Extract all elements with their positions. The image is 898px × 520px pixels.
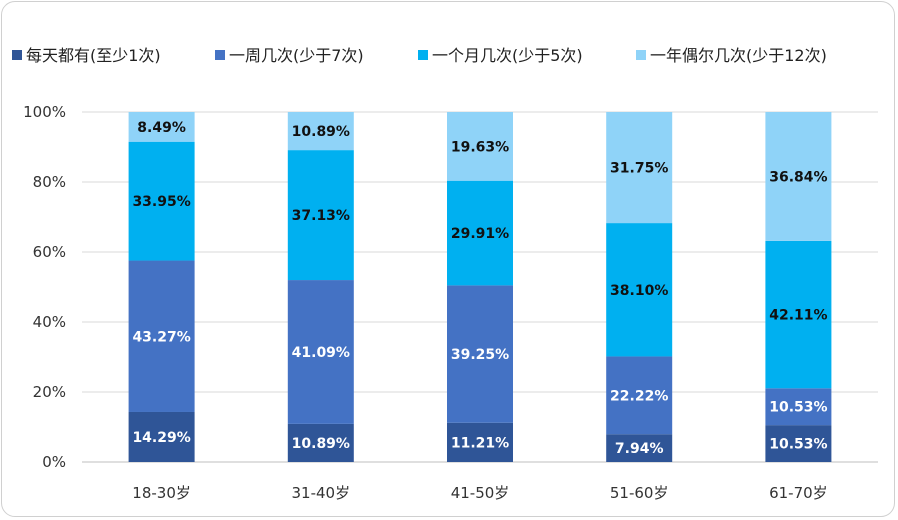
bar-segment — [765, 425, 832, 462]
legend-swatch — [12, 50, 22, 60]
data-label: 8.49% — [137, 120, 186, 136]
legend-label: 一年偶尔几次(少于12次) — [650, 46, 827, 65]
bar-segment — [447, 180, 513, 286]
data-label: 14.29% — [132, 430, 190, 446]
legend-label: 一个月几次(少于5次) — [432, 46, 583, 65]
bar-segment — [287, 112, 354, 151]
data-label: 10.53% — [769, 437, 827, 453]
bar-segment — [128, 411, 195, 462]
data-label: 11.21% — [451, 435, 509, 451]
legend-label: 一周几次(少于7次) — [229, 46, 364, 65]
x-tick-label: 41-50岁 — [451, 484, 510, 502]
bar-segment — [128, 112, 195, 142]
data-label: 42.11% — [769, 308, 827, 324]
bar-segment — [606, 434, 673, 462]
y-tick-label: 100% — [23, 103, 66, 121]
bar-segment — [287, 280, 354, 424]
legend-label: 每天都有(至少1次) — [26, 46, 161, 65]
bar-segment — [765, 388, 832, 426]
data-label: 39.25% — [451, 347, 509, 363]
data-label: 7.94% — [615, 441, 664, 457]
y-tick-label: 0% — [42, 453, 66, 471]
bar-segment — [287, 423, 354, 462]
data-label: 29.91% — [451, 226, 509, 242]
data-label: 36.84% — [769, 169, 827, 185]
x-tick-label: 61-70岁 — [769, 484, 828, 502]
bar-segment — [447, 422, 513, 462]
x-tick-label: 31-40岁 — [292, 484, 351, 502]
bar-segment — [447, 285, 513, 423]
data-label: 10.53% — [769, 400, 827, 416]
legend-swatch — [636, 50, 646, 60]
legend: 每天都有(至少1次) 一周几次(少于7次) 一个月几次(少于5次) 一年偶尔几次(少于… — [12, 46, 827, 65]
data-label: 22.22% — [610, 388, 668, 404]
bar-segment — [606, 112, 673, 224]
bar-segment — [606, 223, 673, 357]
y-tick-label: 60% — [33, 243, 66, 261]
legend-swatch — [215, 50, 225, 60]
data-label: 43.27% — [132, 329, 190, 345]
y-axis: 0% 20% 40% 60% 80% 100% — [23, 103, 66, 471]
bar-segment — [765, 240, 832, 389]
bar-segment — [287, 150, 354, 281]
x-tick-label: 51-60岁 — [610, 484, 669, 502]
bar-segment — [447, 112, 513, 181]
data-label: 41.09% — [292, 345, 350, 361]
x-tick-label: 18-30岁 — [132, 484, 191, 502]
bar-segment — [765, 112, 832, 241]
bar-segment — [128, 260, 195, 412]
data-label: 38.10% — [610, 283, 668, 299]
data-label: 31.75% — [610, 161, 668, 177]
y-tick-label: 40% — [33, 313, 66, 331]
bar-segment — [128, 141, 195, 261]
y-tick-label: 20% — [33, 383, 66, 401]
data-label: 10.89% — [292, 436, 350, 452]
data-label: 37.13% — [292, 208, 350, 224]
bar-segment — [606, 356, 673, 435]
legend-swatch — [418, 50, 428, 60]
bars: 14.29% 43.27% 33.95% 8.49% 10.89% 41.09% 37.13… — [128, 112, 832, 462]
data-label: 10.89% — [292, 124, 350, 140]
data-label: 19.63% — [451, 139, 509, 155]
y-tick-label: 80% — [33, 173, 66, 191]
data-label: 33.95% — [132, 194, 190, 210]
x-axis: 18-30岁 31-40岁 41-50岁 51-60岁 61-70岁 — [132, 484, 827, 502]
